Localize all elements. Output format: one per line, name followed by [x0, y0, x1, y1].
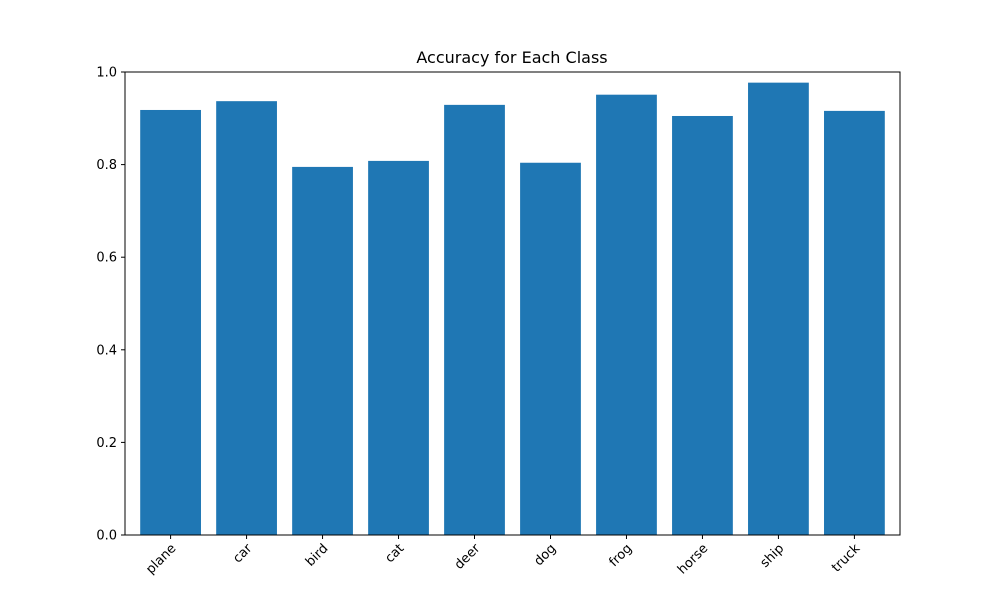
bar-plane: [140, 109, 201, 535]
x-tick-label: truck: [829, 541, 864, 576]
x-axis: plane car bird cat deer dog frog horse ship truck: [143, 535, 864, 578]
bar-bird: [292, 166, 353, 535]
x-tick-label: horse: [675, 541, 711, 577]
bar-car: [216, 101, 277, 536]
plot-frame: [124, 71, 901, 536]
y-tick-label: 1.0: [96, 66, 117, 81]
bar-horse: [672, 115, 733, 536]
bar-frog: [596, 94, 657, 535]
bars-group: [140, 82, 885, 536]
bar-dog: [520, 162, 581, 535]
chart-title: Accuracy for Each Class: [416, 48, 607, 67]
y-tick-label: 0.2: [96, 436, 117, 451]
y-tick-label: 0.6: [96, 251, 117, 266]
x-tick-label: plane: [143, 541, 179, 577]
y-tick-label: 0.0: [96, 529, 117, 544]
x-tick-label: dog: [531, 541, 559, 569]
x-tick-label: ship: [758, 541, 788, 571]
bar-ship: [748, 82, 809, 536]
x-tick-label: car: [230, 541, 256, 567]
y-axis: 0.0 0.2 0.4 0.6 0.8 1.0: [96, 66, 125, 544]
x-tick-label: frog: [606, 541, 635, 570]
y-tick-label: 0.8: [96, 158, 117, 173]
bar-truck: [824, 110, 885, 535]
x-tick-label: deer: [452, 541, 484, 573]
y-tick-label: 0.4: [96, 343, 117, 358]
bar-deer: [444, 104, 505, 536]
x-tick-label: cat: [382, 541, 407, 566]
x-tick-label: bird: [303, 541, 331, 569]
bar-cat: [368, 160, 429, 535]
